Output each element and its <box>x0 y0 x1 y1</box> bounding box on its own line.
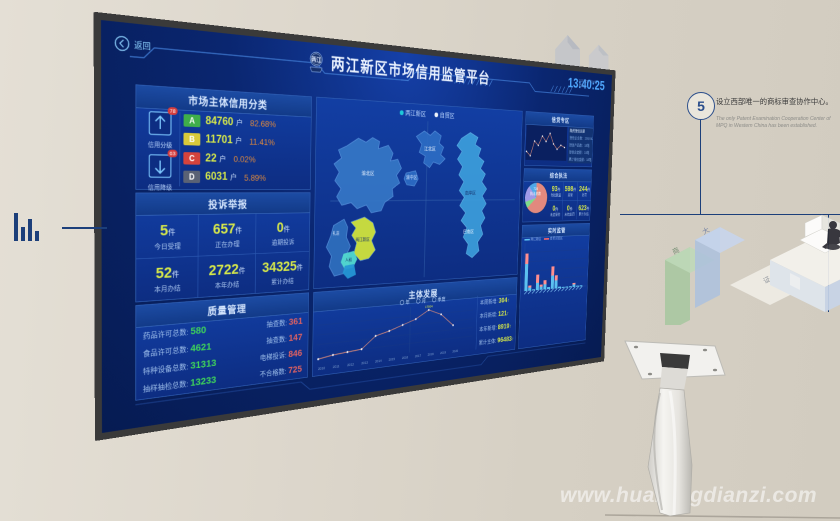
svg-text:大: 大 <box>701 225 711 236</box>
svg-text:2010: 2010 <box>318 366 325 371</box>
svg-text:2018: 2018 <box>428 352 434 356</box>
svg-text:礼嘉: 礼嘉 <box>333 231 340 237</box>
svg-text:2013: 2013 <box>361 360 368 365</box>
svg-text:渝中区: 渝中区 <box>406 174 417 180</box>
svg-text:2017: 2017 <box>415 354 421 358</box>
svg-text:2014: 2014 <box>375 359 382 364</box>
svg-text:17904: 17904 <box>425 304 433 308</box>
svg-text:人和: 人和 <box>345 257 352 263</box>
svg-text:2019: 2019 <box>440 350 446 354</box>
svg-text:2012: 2012 <box>347 362 354 367</box>
svg-text:2020: 2020 <box>452 349 458 353</box>
svg-text:江北区: 江北区 <box>424 146 436 152</box>
svg-text:2011: 2011 <box>333 364 340 369</box>
svg-text:证: 证 <box>762 275 772 285</box>
svg-text:渝北区: 渝北区 <box>361 169 374 176</box>
svg-text:商: 商 <box>671 245 681 256</box>
svg-text:2015: 2015 <box>389 357 396 362</box>
svg-text:两江新区: 两江新区 <box>356 236 371 243</box>
svg-text:南岸区: 南岸区 <box>465 189 476 196</box>
svg-text:巴南区: 巴南区 <box>463 228 474 235</box>
svg-text:2016: 2016 <box>402 355 409 360</box>
